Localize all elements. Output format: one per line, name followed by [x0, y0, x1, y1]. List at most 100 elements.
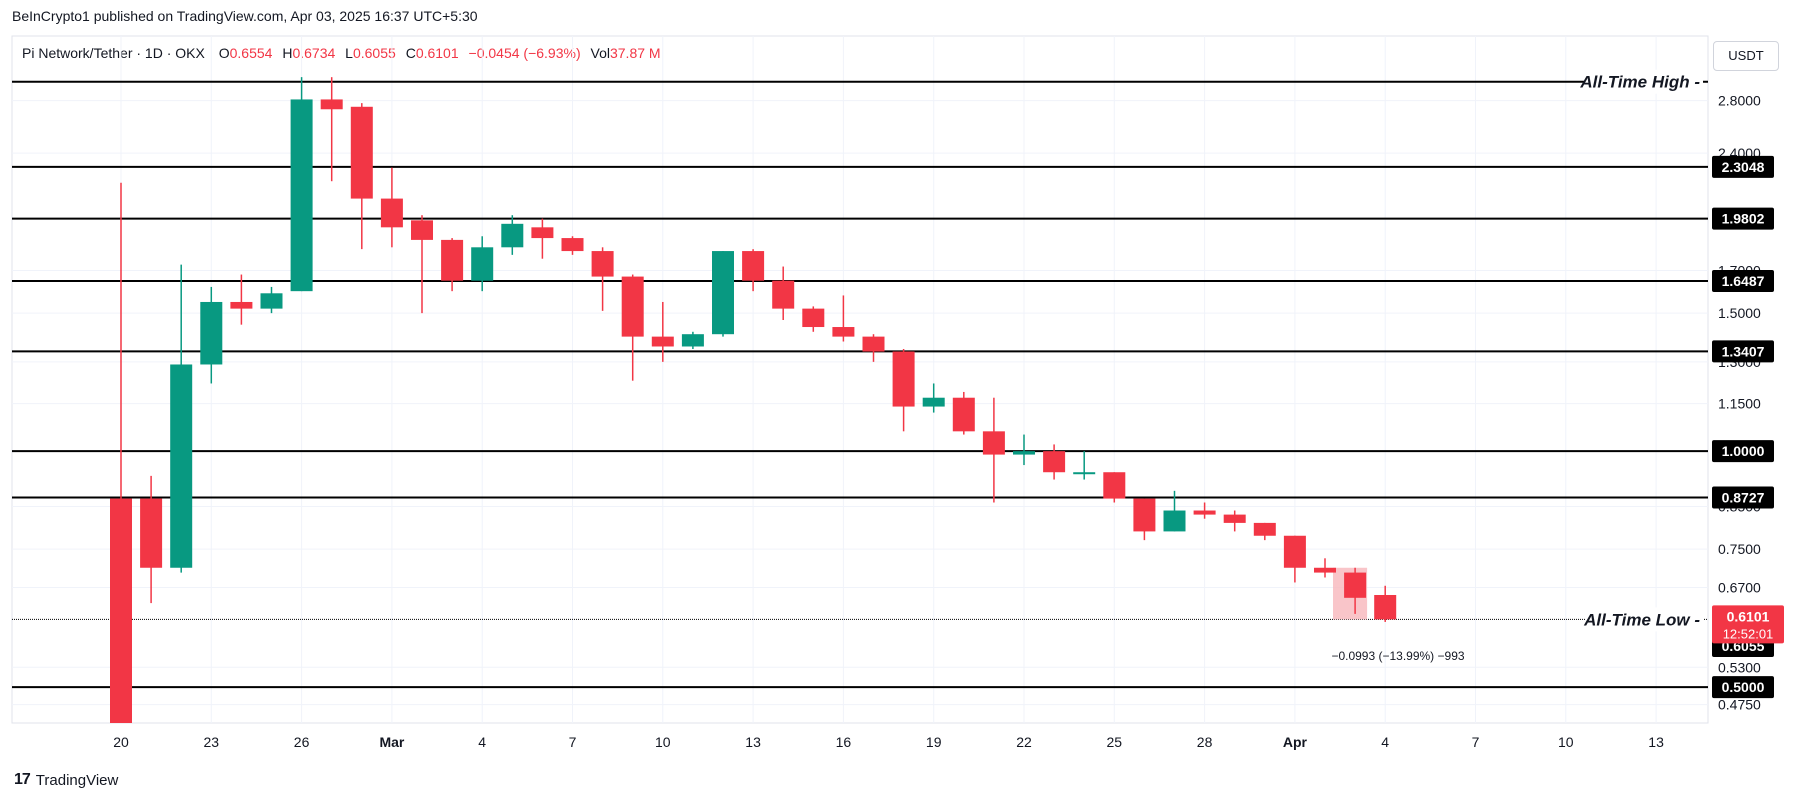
candle-body[interactable]: [1013, 451, 1035, 455]
candle-body[interactable]: [681, 334, 704, 347]
last-price-tag: [1712, 605, 1784, 644]
low-value: 0.6055: [352, 45, 396, 61]
x-tick-label: 4: [1381, 734, 1389, 750]
candle-body[interactable]: [1344, 572, 1367, 598]
y-tick-label: 1.1500: [1718, 396, 1761, 412]
x-tick-label: 20: [113, 734, 129, 750]
candle-body[interactable]: [1103, 472, 1126, 499]
level-price-tag: [1712, 207, 1774, 230]
change-value: −0.0454 (−6.93%): [468, 45, 581, 61]
candle-body[interactable]: [952, 397, 975, 432]
measure-label: −0.0993 (−13.99%) −993: [1331, 649, 1464, 663]
x-tick-label: 10: [655, 734, 671, 750]
chart-legend: Pi Network/Tether · 1D · OKX O0.6554 H0.…: [22, 45, 667, 61]
level-price-tag: [1712, 440, 1774, 463]
candle-body[interactable]: [531, 227, 554, 239]
x-tick-label: 23: [204, 734, 220, 750]
candle-body[interactable]: [862, 336, 885, 352]
candle-body[interactable]: [230, 301, 253, 309]
candle-body[interactable]: [742, 251, 765, 281]
candle-body[interactable]: [802, 308, 825, 328]
level-annotation: All-Time High -: [1579, 73, 1700, 92]
tradingview-logo-icon: 17: [14, 771, 31, 788]
candle-body[interactable]: [1133, 498, 1156, 532]
candle-body[interactable]: [1193, 510, 1216, 515]
level-price-label: 2.3048: [1722, 159, 1765, 175]
y-tick-label: 2.8000: [1718, 93, 1761, 109]
candle-body[interactable]: [1223, 514, 1246, 523]
candle-body[interactable]: [1374, 594, 1397, 620]
candle-body[interactable]: [1253, 522, 1276, 536]
x-tick-label: 16: [836, 734, 852, 750]
candle-body[interactable]: [501, 223, 524, 248]
candle-body[interactable]: [1043, 451, 1066, 473]
volume-value: 37.87 M: [609, 45, 661, 61]
candle-body[interactable]: [471, 247, 494, 281]
level-price-label: 1.0000: [1722, 443, 1765, 459]
y-tick-label: 0.5300: [1718, 659, 1761, 675]
x-tick-label: 28: [1197, 734, 1213, 750]
x-tick-label: 7: [1472, 734, 1480, 750]
annotation-bg: [1585, 607, 1703, 632]
volume-label: Vol: [590, 45, 610, 61]
candle-body[interactable]: [200, 301, 223, 365]
candle-body[interactable]: [982, 431, 1005, 455]
level-price-label: 1.6487: [1722, 273, 1765, 289]
candle-body[interactable]: [591, 251, 614, 277]
close-value: 0.6101: [415, 45, 459, 61]
brand-label: TradingView: [35, 771, 119, 789]
x-tick-label: 25: [1107, 734, 1123, 750]
candle-body[interactable]: [621, 276, 644, 337]
candle-body[interactable]: [350, 106, 373, 199]
candle-body[interactable]: [772, 280, 795, 309]
level-price-tag: [1712, 269, 1774, 292]
candle-body[interactable]: [651, 336, 674, 347]
low-label: L: [345, 45, 353, 61]
level-price-label: 0.5000: [1722, 679, 1765, 695]
level-price-label: 1.9802: [1722, 211, 1765, 227]
symbol-label[interactable]: Pi Network/Tether · 1D · OKX: [22, 45, 205, 61]
plot-frame: [11, 35, 1709, 724]
candle-body[interactable]: [110, 498, 132, 723]
candle-body[interactable]: [892, 351, 915, 407]
candle-body[interactable]: [140, 498, 163, 568]
candle-body[interactable]: [1314, 567, 1336, 573]
x-tick-label: Mar: [379, 734, 404, 750]
candle-body[interactable]: [411, 220, 433, 240]
x-tick-label: 13: [745, 734, 761, 750]
candle-body[interactable]: [561, 238, 584, 252]
countdown-label: 12:52:01: [1723, 626, 1774, 641]
candle-body[interactable]: [1283, 535, 1306, 568]
level-price-tag: [1712, 340, 1774, 363]
candle-body[interactable]: [1073, 472, 1096, 475]
candle-body[interactable]: [1163, 510, 1186, 532]
x-tick-label: 19: [926, 734, 942, 750]
publisher-line: BeInCrypto1 published on TradingView.com…: [12, 8, 478, 24]
high-value: 0.6734: [292, 45, 336, 61]
x-tick-label: 26: [294, 734, 310, 750]
currency-button[interactable]: USDT: [1713, 41, 1779, 71]
level-price-label: 0.8727: [1722, 490, 1765, 506]
candle-body[interactable]: [712, 251, 734, 335]
high-label: H: [282, 45, 293, 61]
x-tick-label: 13: [1648, 734, 1664, 750]
candle-body[interactable]: [170, 364, 193, 568]
level-price-tag: [1712, 486, 1774, 509]
level-price-tag: [1712, 676, 1774, 699]
candle-body[interactable]: [922, 397, 945, 407]
level-price-tag: [1712, 155, 1774, 178]
candle-body[interactable]: [832, 327, 855, 337]
y-tick-label: 1.5000: [1718, 305, 1761, 321]
open-value: 0.6554: [229, 45, 273, 61]
candle-body[interactable]: [320, 99, 343, 110]
y-tick-label: 0.7500: [1718, 541, 1761, 557]
candle-body[interactable]: [441, 239, 464, 281]
level-price-label: 1.3407: [1722, 343, 1765, 359]
candle-body[interactable]: [260, 293, 283, 309]
candle-body[interactable]: [290, 99, 313, 292]
x-tick-label: 7: [569, 734, 577, 750]
x-tick-label: 4: [478, 734, 486, 750]
candle-body[interactable]: [380, 198, 403, 228]
tradingview-brand[interactable]: 17 TradingView: [14, 771, 118, 789]
